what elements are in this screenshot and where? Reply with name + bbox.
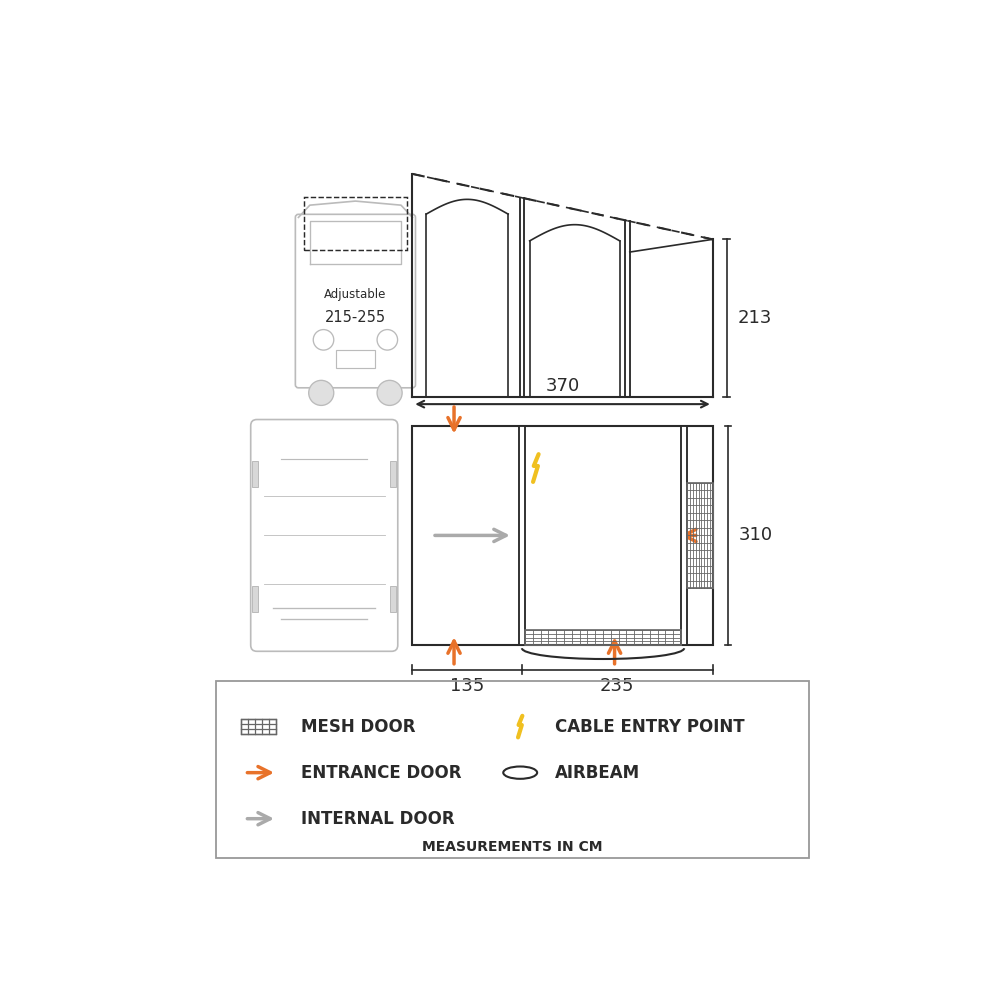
Bar (412, 426, 713, 645)
Text: CABLE ENTRY POINT: CABLE ENTRY POINT (555, 718, 744, 736)
Circle shape (309, 380, 334, 405)
Text: MEASUREMENTS IN CM: MEASUREMENTS IN CM (422, 840, 603, 854)
Text: 370: 370 (545, 377, 580, 395)
Bar (241, 719, 276, 734)
Bar (336, 350, 375, 368)
Bar (525, 630, 681, 645)
Bar (687, 483, 713, 588)
Text: AIRBEAM: AIRBEAM (555, 764, 640, 782)
Circle shape (377, 380, 402, 405)
Text: MESH DOOR: MESH DOOR (301, 718, 415, 736)
Text: 310: 310 (739, 526, 773, 544)
Bar (252, 586, 258, 612)
Bar (519, 426, 525, 645)
Text: 235: 235 (600, 677, 635, 695)
Text: 135: 135 (450, 677, 484, 695)
Text: 213: 213 (737, 309, 772, 327)
Bar (304, 197, 407, 250)
Text: 215-255: 215-255 (325, 310, 386, 325)
Bar (216, 681, 809, 858)
Bar (390, 586, 396, 612)
Text: Adjustable: Adjustable (324, 288, 387, 301)
Bar (252, 461, 258, 487)
Text: ENTRANCE DOOR: ENTRANCE DOOR (301, 764, 461, 782)
Text: INTERNAL DOOR: INTERNAL DOOR (301, 810, 454, 828)
Bar (681, 426, 687, 645)
Bar (390, 461, 396, 487)
